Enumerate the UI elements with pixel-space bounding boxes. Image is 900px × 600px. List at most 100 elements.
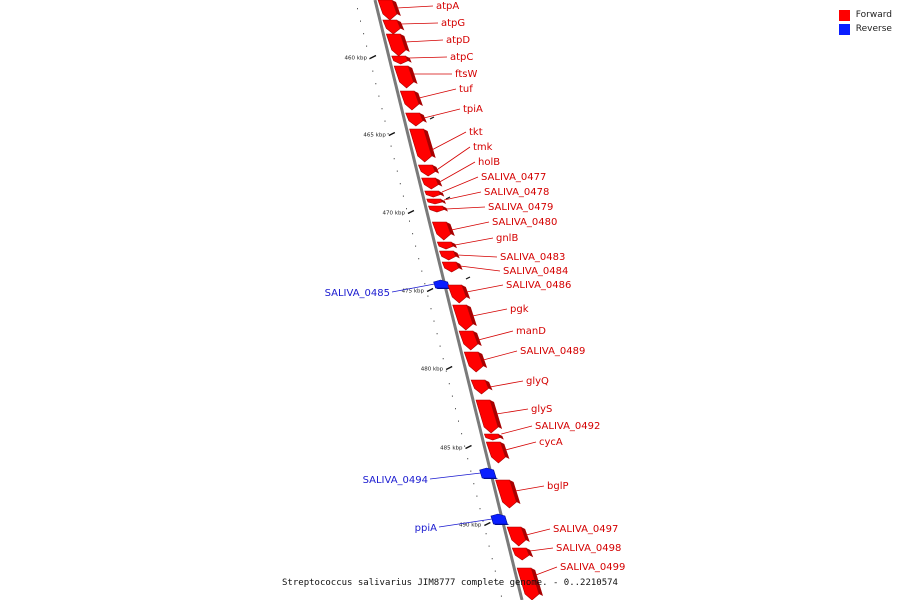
gene-label[interactable]: atpG: [441, 18, 465, 29]
gene-feature-saliva_0499[interactable]: [516, 567, 543, 600]
gene-feature-atpc[interactable]: [391, 55, 412, 65]
scale-dot: [412, 233, 414, 235]
label-connector: [451, 221, 490, 231]
forward-swatch: [838, 9, 850, 21]
scale-dot: [357, 8, 358, 10]
gene-feature-mand[interactable]: [458, 330, 482, 351]
gene-label[interactable]: atpD: [446, 35, 470, 46]
gene-label[interactable]: SALIVA_0485: [325, 288, 390, 299]
scale-dot: [470, 470, 472, 472]
gene-feature-shade: [461, 285, 471, 299]
gene-label[interactable]: holB: [478, 157, 500, 168]
gene-label[interactable]: SALIVA_0479: [488, 202, 553, 213]
gene-label[interactable]: manD: [516, 326, 546, 337]
gene-feature-shade: [446, 222, 455, 236]
gene-label[interactable]: bglP: [547, 481, 569, 492]
gene-label[interactable]: SALIVA_0478: [484, 187, 549, 198]
label-connector: [515, 485, 545, 492]
gene-label[interactable]: pgk: [510, 304, 529, 315]
gene-feature-bglp[interactable]: [495, 479, 521, 509]
scale-dot: [488, 545, 490, 547]
gene-feature-pgk[interactable]: [452, 304, 477, 331]
gene-label[interactable]: glyS: [531, 404, 552, 415]
gene-features: [377, 0, 543, 600]
gene-feature-saliva_0498[interactable]: [511, 547, 534, 561]
gene-label[interactable]: SALIVA_0489: [520, 346, 585, 357]
gene-label[interactable]: SALIVA_0484: [503, 266, 568, 277]
genome-caption: Streptococcus salivarius JIM8777 complet…: [282, 578, 618, 588]
gene-feature-shade: [405, 56, 412, 63]
gene-feature-cyca[interactable]: [485, 441, 510, 464]
gene-feature-body: [436, 241, 454, 250]
gene-label[interactable]: SALIVA_0499: [560, 562, 625, 573]
gene-feature-glys[interactable]: [475, 399, 503, 434]
scale-dot: [476, 495, 478, 497]
gene-label[interactable]: ftsW: [455, 69, 477, 80]
gene-feature-saliva_0494[interactable]: [479, 467, 499, 479]
gene-feature-tuf[interactable]: [399, 90, 423, 111]
gene-label[interactable]: SALIVA_0483: [500, 252, 565, 263]
label-connector: [454, 237, 494, 246]
gene-feature-shade: [396, 20, 405, 31]
gene-feature-saliva_0478[interactable]: [426, 198, 446, 205]
gene-label[interactable]: tkt: [469, 127, 483, 138]
gene-label[interactable]: SALIVA_0498: [556, 543, 621, 554]
gene-feature-saliva_0489[interactable]: [463, 351, 488, 373]
gene-label[interactable]: tuf: [459, 84, 473, 95]
gene-feature-saliva_0477[interactable]: [424, 190, 445, 198]
gene-feature-saliva_0497[interactable]: [506, 526, 530, 547]
scale-dot: [369, 58, 371, 60]
label-connector: [400, 22, 439, 25]
gene-feature-glyq[interactable]: [470, 379, 493, 395]
gene-label[interactable]: tpiA: [463, 104, 483, 115]
scale-dot: [464, 445, 466, 447]
gene-label[interactable]: SALIVA_0492: [535, 421, 600, 432]
gene-label[interactable]: SALIVA_0497: [553, 524, 618, 535]
scale-dot: [451, 395, 453, 397]
scale-dot: [448, 383, 450, 385]
scale-dot: [494, 570, 496, 572]
gene-feature-saliva_0483[interactable]: [439, 250, 460, 261]
label-connector: [409, 56, 448, 59]
gene-label[interactable]: SALIVA_0477: [481, 172, 546, 183]
gene-label[interactable]: gnlB: [496, 233, 518, 244]
gene-label[interactable]: atpA: [436, 1, 459, 12]
gene-feature-saliva_0486[interactable]: [447, 284, 471, 304]
gene-feature-saliva_0484[interactable]: [441, 261, 463, 273]
gene-label[interactable]: ppiA: [415, 523, 437, 534]
gene-label[interactable]: atpC: [450, 52, 473, 63]
gene-feature-atpd[interactable]: [385, 33, 410, 57]
scale-dot: [442, 358, 444, 360]
label-connector: [457, 254, 498, 258]
gene-feature-saliva_0492[interactable]: [483, 433, 504, 441]
scale-dots: [357, 8, 502, 597]
gene-feature-body: [470, 379, 489, 395]
gene-label[interactable]: tmk: [473, 142, 493, 153]
scale-dot: [458, 420, 459, 422]
gene-feature-body: [385, 33, 407, 57]
gene-feature-shade: [440, 199, 446, 204]
gene-label[interactable]: SALIVA_0480: [492, 217, 557, 228]
gene-feature-body: [391, 55, 409, 65]
gene-feature-tpia[interactable]: [405, 112, 427, 127]
gene-feature-ppia[interactable]: [490, 513, 510, 525]
gene-feature-ftsw[interactable]: [393, 65, 418, 89]
gene-label[interactable]: SALIVA_0486: [506, 280, 571, 291]
gene-feature-tmk[interactable]: [417, 164, 440, 177]
legend: Forward Reverse: [838, 8, 892, 36]
gene-feature-holb[interactable]: [421, 177, 443, 190]
gene-feature-gnlb[interactable]: [436, 241, 458, 250]
kbp-tick-label: 470 kbp: [383, 211, 406, 217]
gene-labels: atpA atpG atpD atpC ftsW tuf tpiA tkt tmk holB SAL…: [325, 1, 626, 573]
gene-feature-tkt[interactable]: [409, 128, 436, 163]
gene-feature-atpa[interactable]: [377, 0, 401, 21]
gene-feature-saliva_0480[interactable]: [431, 221, 455, 241]
reverse-swatch: [838, 23, 850, 35]
gene-label[interactable]: glyQ: [526, 376, 549, 387]
gene-label[interactable]: cycA: [539, 437, 563, 448]
gene-feature-shade: [478, 352, 488, 368]
gene-feature-saliva_0479[interactable]: [428, 205, 448, 213]
gene-feature-atpg[interactable]: [382, 19, 405, 35]
scale-dot: [384, 120, 386, 122]
gene-label[interactable]: SALIVA_0494: [363, 475, 428, 486]
